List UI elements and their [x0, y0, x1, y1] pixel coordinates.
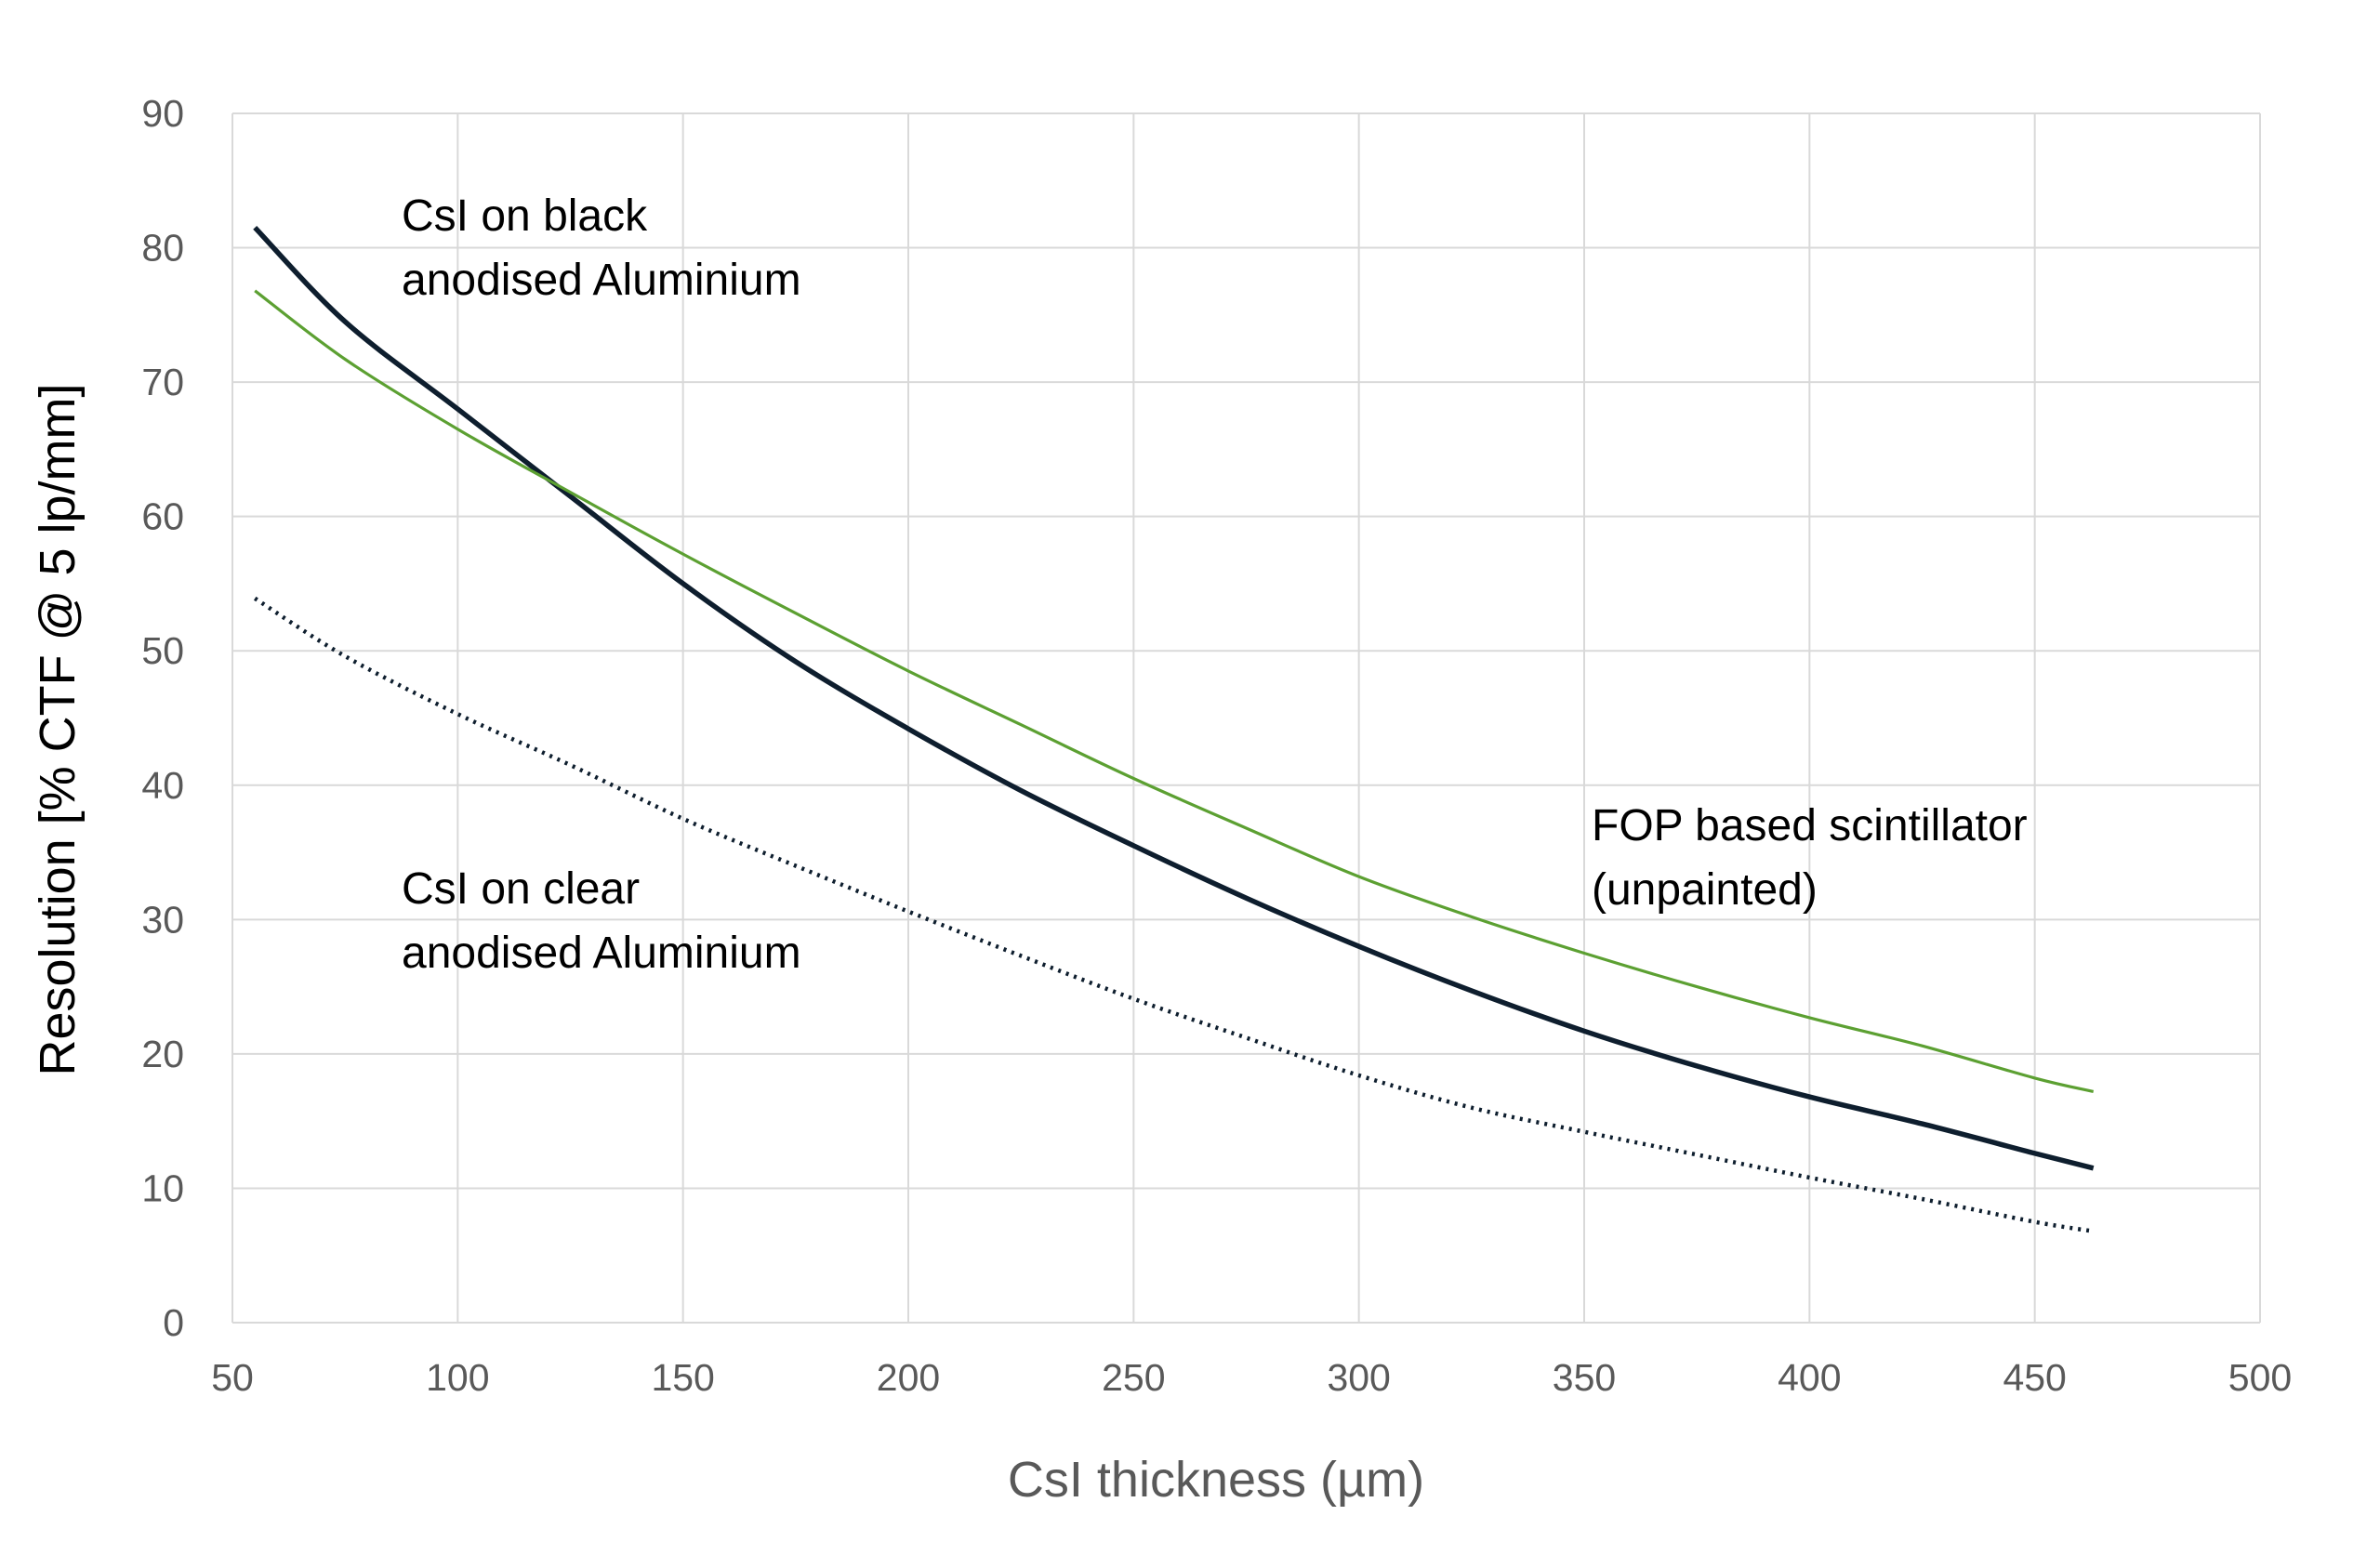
x-tick-label: 500: [2228, 1356, 2292, 1399]
x-tick-label: 250: [1102, 1356, 1165, 1399]
y-tick-label: 40: [141, 764, 184, 807]
tick-labels: 0 10 20 30 40 50 60 70 80 90 50 100 150 200 250 300 350 4…: [141, 92, 2292, 1399]
annotation-fop: FOP based scintillator (unpainted): [1592, 801, 2040, 915]
x-tick-label: 100: [426, 1356, 489, 1399]
x-tick-label: 200: [877, 1356, 940, 1399]
y-tick-label: 90: [141, 92, 184, 135]
series-line-clear-anodised: [253, 596, 2095, 1233]
y-tick-label: 70: [141, 361, 184, 403]
y-tick-label: 80: [141, 227, 184, 270]
y-tick-label: 0: [163, 1301, 184, 1344]
series-lines: [253, 225, 2095, 1233]
series-line-fop: [254, 289, 2095, 1093]
x-tick-label: 150: [651, 1356, 714, 1399]
series-line-black-anodised: [253, 225, 2095, 1171]
annotation-clear-anodised: CsI on clear anodised Aluminium: [402, 864, 801, 978]
x-tick-label: 350: [1553, 1356, 1616, 1399]
x-tick-label: 400: [1778, 1356, 1841, 1399]
x-tick-label: 300: [1327, 1356, 1390, 1399]
y-tick-label: 20: [141, 1033, 184, 1075]
annotation-black-anodised: CsI on black anodised Aluminium: [402, 191, 801, 305]
y-tick-label: 50: [141, 629, 184, 672]
y-tick-label: 10: [141, 1166, 184, 1209]
y-tick-label: 60: [141, 495, 184, 538]
y-axis-title: Resolution [% CTF @ 5 lp/mm]: [30, 383, 86, 1075]
x-axis-title: CsI thickness (µm): [1008, 1452, 1424, 1508]
x-tick-label: 50: [211, 1356, 254, 1399]
y-tick-label: 30: [141, 898, 184, 941]
gridlines: [231, 112, 2261, 1324]
x-tick-label: 450: [2003, 1356, 2066, 1399]
